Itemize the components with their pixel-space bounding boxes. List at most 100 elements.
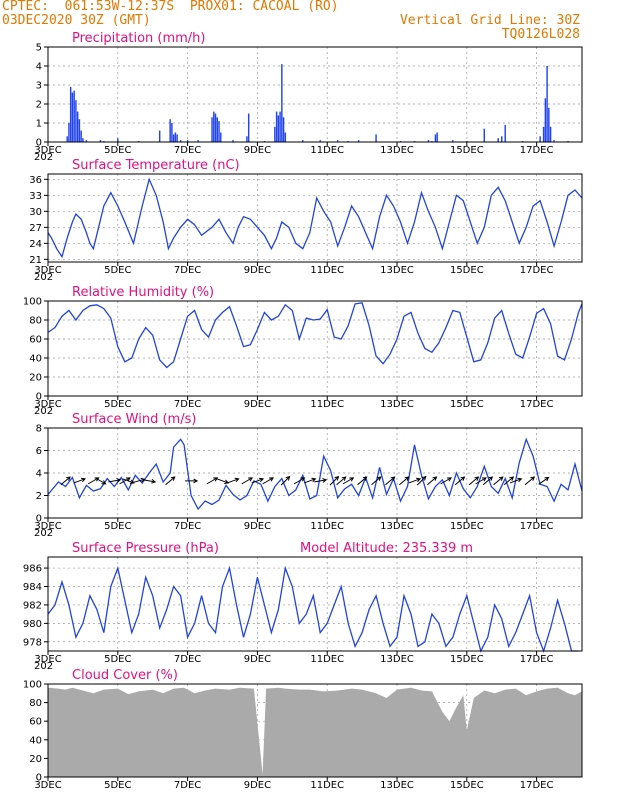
wind-arrow-head [116,478,122,483]
wind-arrow-shaft [493,476,504,486]
x-tick-label: 13DEC [380,654,414,665]
precip-bar [171,123,173,142]
x-tick-label: 7DEC [174,265,201,276]
x-tick-label: 5DEC [104,521,131,532]
header-grid-line: Vertical Grid Line: 30Z [399,13,580,28]
panel-title: Surface Wind (m/s) [72,412,196,427]
x-tick-label: 7DEC [174,399,201,410]
cloud-cover-area [48,687,582,777]
wind-arrow-shaft [440,477,452,485]
precip-bar [436,132,438,142]
x-tick-label: 17DEC [520,780,554,791]
precip-bar [66,136,68,142]
wind-arrow-shaft [408,478,421,484]
wind-arrow-head [170,476,176,481]
wind-arrow-shaft [314,479,327,483]
y-tick-label: 982 [23,600,42,611]
wind-arrow-head [416,477,422,483]
x-year-label: 202 [34,661,53,672]
wind-arrow-head [509,476,515,481]
panel-frame [47,46,583,143]
y-tick-label: 60 [29,335,42,346]
wind-arrow-head [488,476,494,481]
precip-bar [158,130,161,142]
wind-arrow-head [125,477,131,482]
precip-bar [214,113,217,142]
y-tick-label: 80 [29,316,42,327]
wind-arrow-head [259,477,265,483]
x-tick-label: 15DEC [450,780,484,791]
precip-bar [186,140,189,142]
wind-arrow-head [334,475,340,481]
precip-bar [73,90,75,142]
wind-arrow-shaft [336,476,347,486]
precip-bar [71,92,74,142]
wind-arrow-head [129,479,135,485]
wind-arrow-shaft [399,476,409,486]
wind-arrow-shaft [357,476,368,486]
x-tick-label: 5DEC [104,145,131,156]
precip-bar [483,128,485,142]
pressure-line [47,565,579,654]
y-tick-label: 4 [36,469,42,480]
y-tick-label: 1 [36,119,42,130]
precip-bar [357,140,360,142]
wind-arrow-shaft [509,478,522,484]
x-tick-label: 13DEC [380,521,414,532]
y-tick-label: 21 [29,255,42,266]
x-tick-label: 5DEC [104,654,131,665]
x-tick-label: 7DEC [174,780,201,791]
precip-bar [319,140,321,142]
precip-bar [548,107,550,142]
y-tick-label: 0 [36,773,42,784]
precip-bar [68,123,70,142]
y-tick-label: 30 [29,207,42,218]
wind-arrow-head [322,478,328,483]
y-tick-label: 4 [36,62,42,73]
wind-arrow-shaft [227,478,239,484]
wind-arrow-head [474,476,480,481]
x-tick-label: 17DEC [520,145,554,156]
precip-bar [336,140,339,142]
precip-bar [232,140,234,142]
wind-arrow-head [311,477,317,483]
wind-arrow-head [447,477,452,482]
rh-line [47,302,583,369]
precip-bar [75,100,77,142]
y-tick-label: 100 [23,680,42,691]
x-tick-label: 9DEC [244,521,271,532]
wind-arrow-shaft [385,476,395,486]
panel-frame [47,556,583,652]
wind-arrow-head [432,476,438,481]
wind-arrow-shaft [241,477,253,485]
wind-arrow-shaft [371,476,381,486]
wind-arrow-shaft [524,476,535,486]
precip-bar [279,111,281,142]
x-tick-label: 3DEC [34,399,61,410]
x-tick-label: 9DEC [244,265,271,276]
x-year-label: 202 [34,152,53,163]
y-tick-label: 60 [29,717,42,728]
wind-arrow-shaft [165,476,176,486]
panel-title: Surface Temperature (nC) [72,158,240,173]
wind-arrow-shaft [503,476,514,486]
y-tick-label: 0 [36,392,42,403]
precip-bar [82,138,84,142]
wind-arrow-shaft [108,479,121,483]
wind-arrow-head [213,477,219,482]
precip-bar [544,98,547,142]
wind-arrow-head [269,477,274,482]
x-tick-label: 15DEC [450,399,484,410]
wind-arrow-head [151,479,157,484]
precip-bar [274,126,276,142]
wind-arrow-shaft [454,476,465,486]
panel-frame [47,173,583,263]
x-year-label: 202 [34,406,53,417]
precip-bar [174,132,177,142]
wind-arrow-head [101,480,107,485]
panel-title: Cloud Cover (%) [72,668,178,683]
wind-arrow-shaft [122,478,135,484]
precip-bar [501,136,503,142]
precip-bar [275,111,278,142]
y-tick-label: 2 [36,491,42,502]
